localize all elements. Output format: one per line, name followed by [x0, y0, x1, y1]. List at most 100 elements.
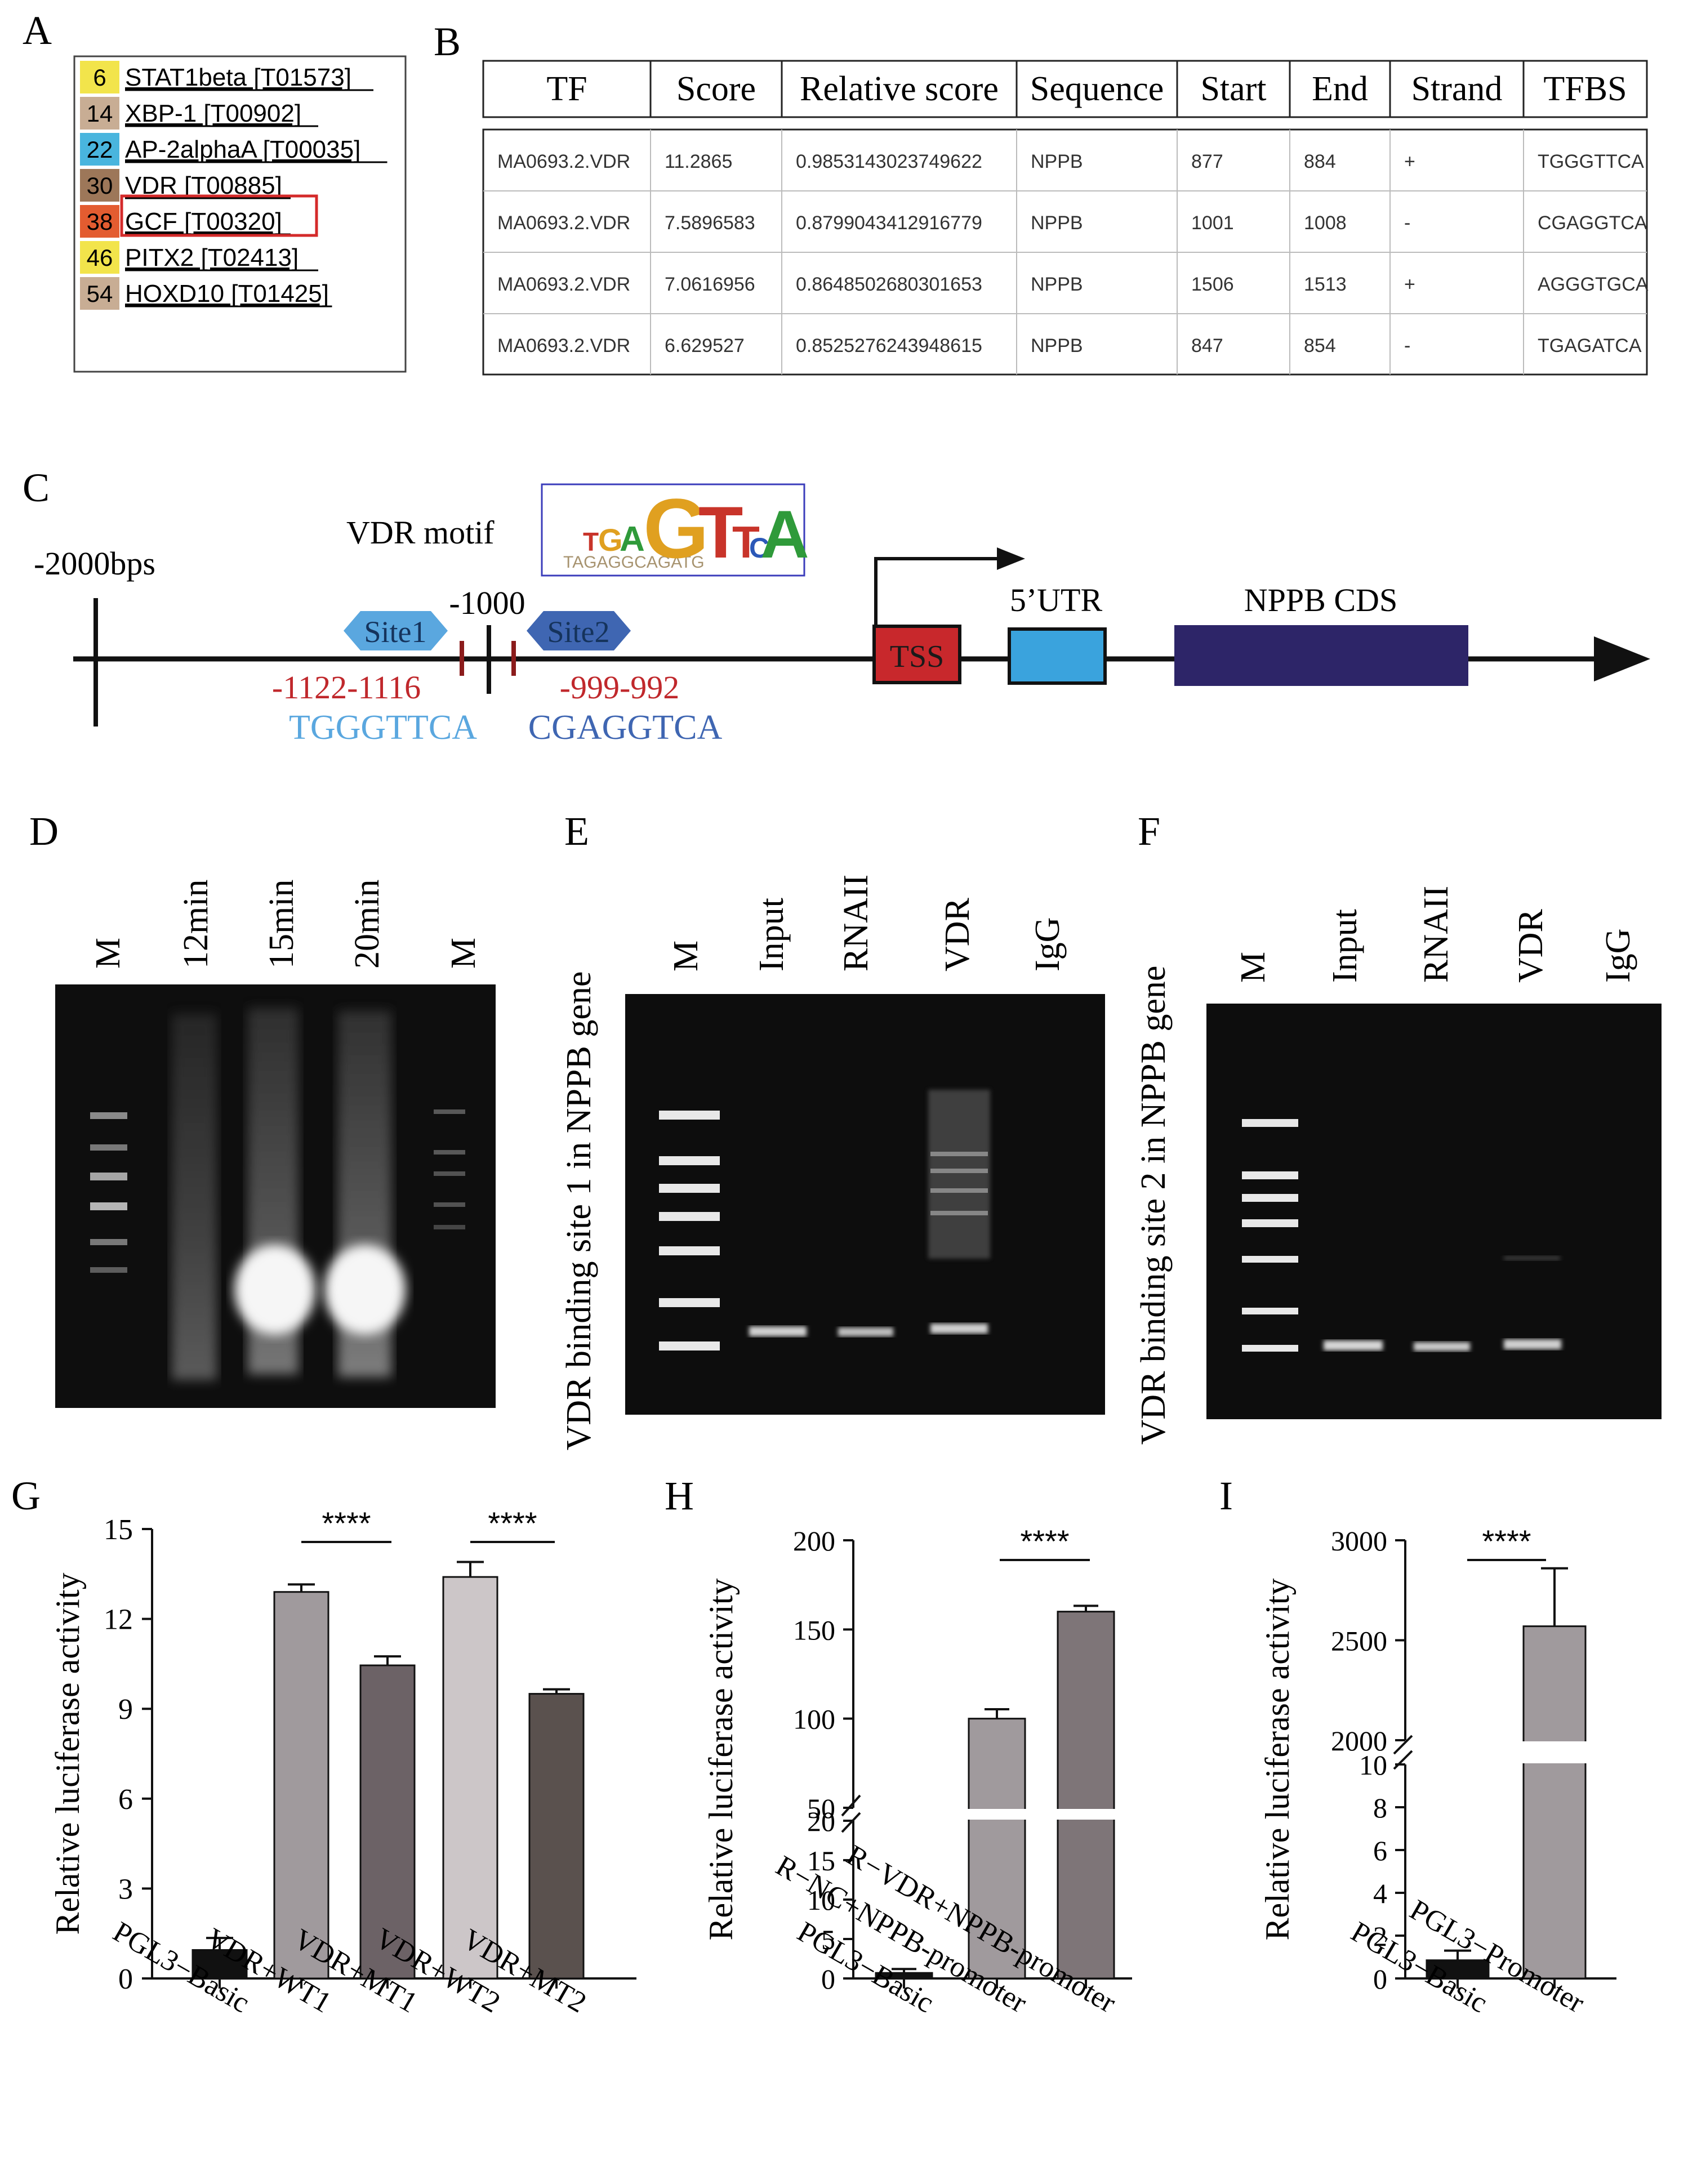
tf-rank-number: 14: [87, 100, 113, 127]
table-cell: 0.9853143023749622: [796, 151, 982, 172]
significance-label: ****: [1482, 1523, 1531, 1559]
table-header-cell: Score: [676, 70, 756, 108]
table-header-cell: Start: [1200, 70, 1266, 108]
table-cell: 1008: [1304, 212, 1347, 234]
motif-letter-g2: G: [643, 481, 709, 576]
bar: [1426, 1959, 1490, 1980]
panel-label-f: F: [1138, 809, 1160, 854]
gel-f-band-rnaii: [1414, 1342, 1470, 1351]
y-tick-label: 150: [793, 1614, 835, 1646]
motif-letter-t3: T: [732, 517, 760, 567]
axis-break-mark: [841, 1794, 861, 1817]
bar: [359, 1664, 416, 1980]
tf-rank-number: 30: [87, 172, 113, 199]
gel-e-background: [625, 994, 1105, 1415]
site2-position: -999-992: [560, 669, 680, 706]
tf-link[interactable]: GCF [T00320]: [125, 208, 282, 235]
motif-label: VDR motif: [346, 514, 495, 551]
axis-break-mark: [1393, 1735, 1413, 1755]
tf-link[interactable]: XBP-1 [T00902]: [125, 100, 301, 127]
gel-e-vdr-ladderlike: [930, 1152, 988, 1215]
tf-link[interactable]: PITX2 [T02413]: [125, 244, 299, 271]
site2-sequence: CGAGGTCA: [528, 708, 723, 747]
panel-e: VDR binding site 1 in NPPB gene M Input RN…: [560, 875, 1105, 1450]
y-tick-label: 6: [118, 1784, 133, 1816]
gel-f-ladder: [1242, 1119, 1298, 1352]
y-tick-label: 10: [1359, 1749, 1387, 1781]
y-tick-label: 0: [821, 1963, 835, 1995]
table-cell: MA0693.2.VDR: [497, 212, 630, 234]
motif-small-letters: TAGAGGCAGATG: [563, 553, 705, 572]
gel-lane-label: RNAII: [1417, 886, 1455, 983]
site1-position: -1122-1116: [272, 669, 421, 706]
ladder-band: [1242, 1345, 1298, 1352]
site2-marker: [527, 611, 631, 650]
ladder-band: [659, 1184, 720, 1193]
ladder-band: [90, 1239, 127, 1245]
motif-letter-c: C: [749, 532, 769, 564]
ladder-band: [434, 1171, 465, 1176]
y-tick-label: 200: [793, 1525, 835, 1557]
table-cell: MA0693.2.VDR: [497, 335, 630, 356]
gel-d-ladder-right: [434, 1109, 465, 1229]
panel-labels: A B C D E F G H I: [11, 8, 1233, 1518]
utr-box: [1008, 627, 1107, 685]
y-tick-label: 12: [104, 1604, 133, 1636]
gel-e-band-input: [749, 1326, 807, 1336]
panel-f-lane-labels: M Input RNAII VDR IgG: [1234, 886, 1637, 983]
bar-break-gap: [966, 1809, 1027, 1820]
y-tick-label: 4: [1373, 1878, 1387, 1909]
ladder-band: [659, 1156, 720, 1165]
panel-d: M 12min 15min 20min M: [55, 880, 496, 1408]
motif-letter-g1: G: [598, 522, 623, 558]
ladder-band: [1242, 1194, 1298, 1202]
table-cell: CGAGGTCA: [1538, 212, 1647, 234]
ladder-band: [90, 1202, 127, 1210]
ladder-band: [659, 1212, 720, 1221]
y-tick-label: 6: [1373, 1835, 1387, 1866]
panel-a-rows: 6 STAT1beta [T01573] 14 XBP-1 [T00902] 22 AP-…: [80, 61, 387, 310]
tf-rank-swatch: [80, 61, 119, 93]
site1-marker: [344, 611, 448, 650]
gel-e-band-vdr: [930, 1323, 988, 1334]
table-cell: 7.0616956: [665, 274, 755, 295]
ladder-band: [90, 1144, 127, 1151]
tf-link[interactable]: STAT1beta [T01573]: [125, 64, 351, 91]
panel-label-h: H: [665, 1473, 694, 1518]
motif-letter-a2: A: [760, 497, 809, 572]
table-cell: 884: [1304, 151, 1336, 172]
table-cell: NPPB: [1031, 274, 1083, 295]
gel-band: [930, 1188, 988, 1193]
gel-lane-label: Input: [752, 898, 791, 971]
panel-label-c: C: [23, 465, 50, 510]
tf-link[interactable]: HOXD10 [T01425]: [125, 280, 329, 307]
table-cell: 854: [1304, 335, 1336, 356]
tf-rank-number: 46: [87, 244, 113, 271]
bar-break-gap: [1521, 1741, 1588, 1763]
tf-rank-number: 54: [87, 280, 113, 307]
tf-link[interactable]: AP-2alphaA [T00035]: [125, 136, 360, 163]
panel-f: VDR binding site 2 in NPPB gene M Input RN…: [1134, 886, 1662, 1445]
y-tick-label: 0: [118, 1963, 133, 1995]
table-cell: -: [1404, 212, 1410, 234]
tss-box: [872, 625, 961, 684]
bar: [1522, 1625, 1587, 1980]
table-cell: 7.5896583: [665, 212, 755, 234]
gel-band: [930, 1152, 988, 1156]
table-cell: 0.8648502680301653: [796, 274, 982, 295]
gel-lane-label: M: [89, 938, 127, 969]
panel-c: -2000bps VDR motif TAGAGGCAGATG T G A G …: [34, 481, 1650, 747]
table-header-cell: Strand: [1411, 70, 1503, 108]
chart-g: 0 3 6 9 12 15 Relative luciferase activity ****…: [49, 1505, 636, 2019]
ladder-band: [1242, 1219, 1298, 1227]
table-cell: 877: [1191, 151, 1223, 172]
table-cell: +: [1404, 151, 1415, 172]
y-axis-label: Relative luciferase activity: [1259, 1578, 1296, 1940]
panel-label-a: A: [23, 8, 52, 53]
gel-lane-label: 15min: [262, 880, 301, 969]
bar-break-gap: [1055, 1809, 1116, 1820]
ladder-band: [434, 1109, 465, 1114]
